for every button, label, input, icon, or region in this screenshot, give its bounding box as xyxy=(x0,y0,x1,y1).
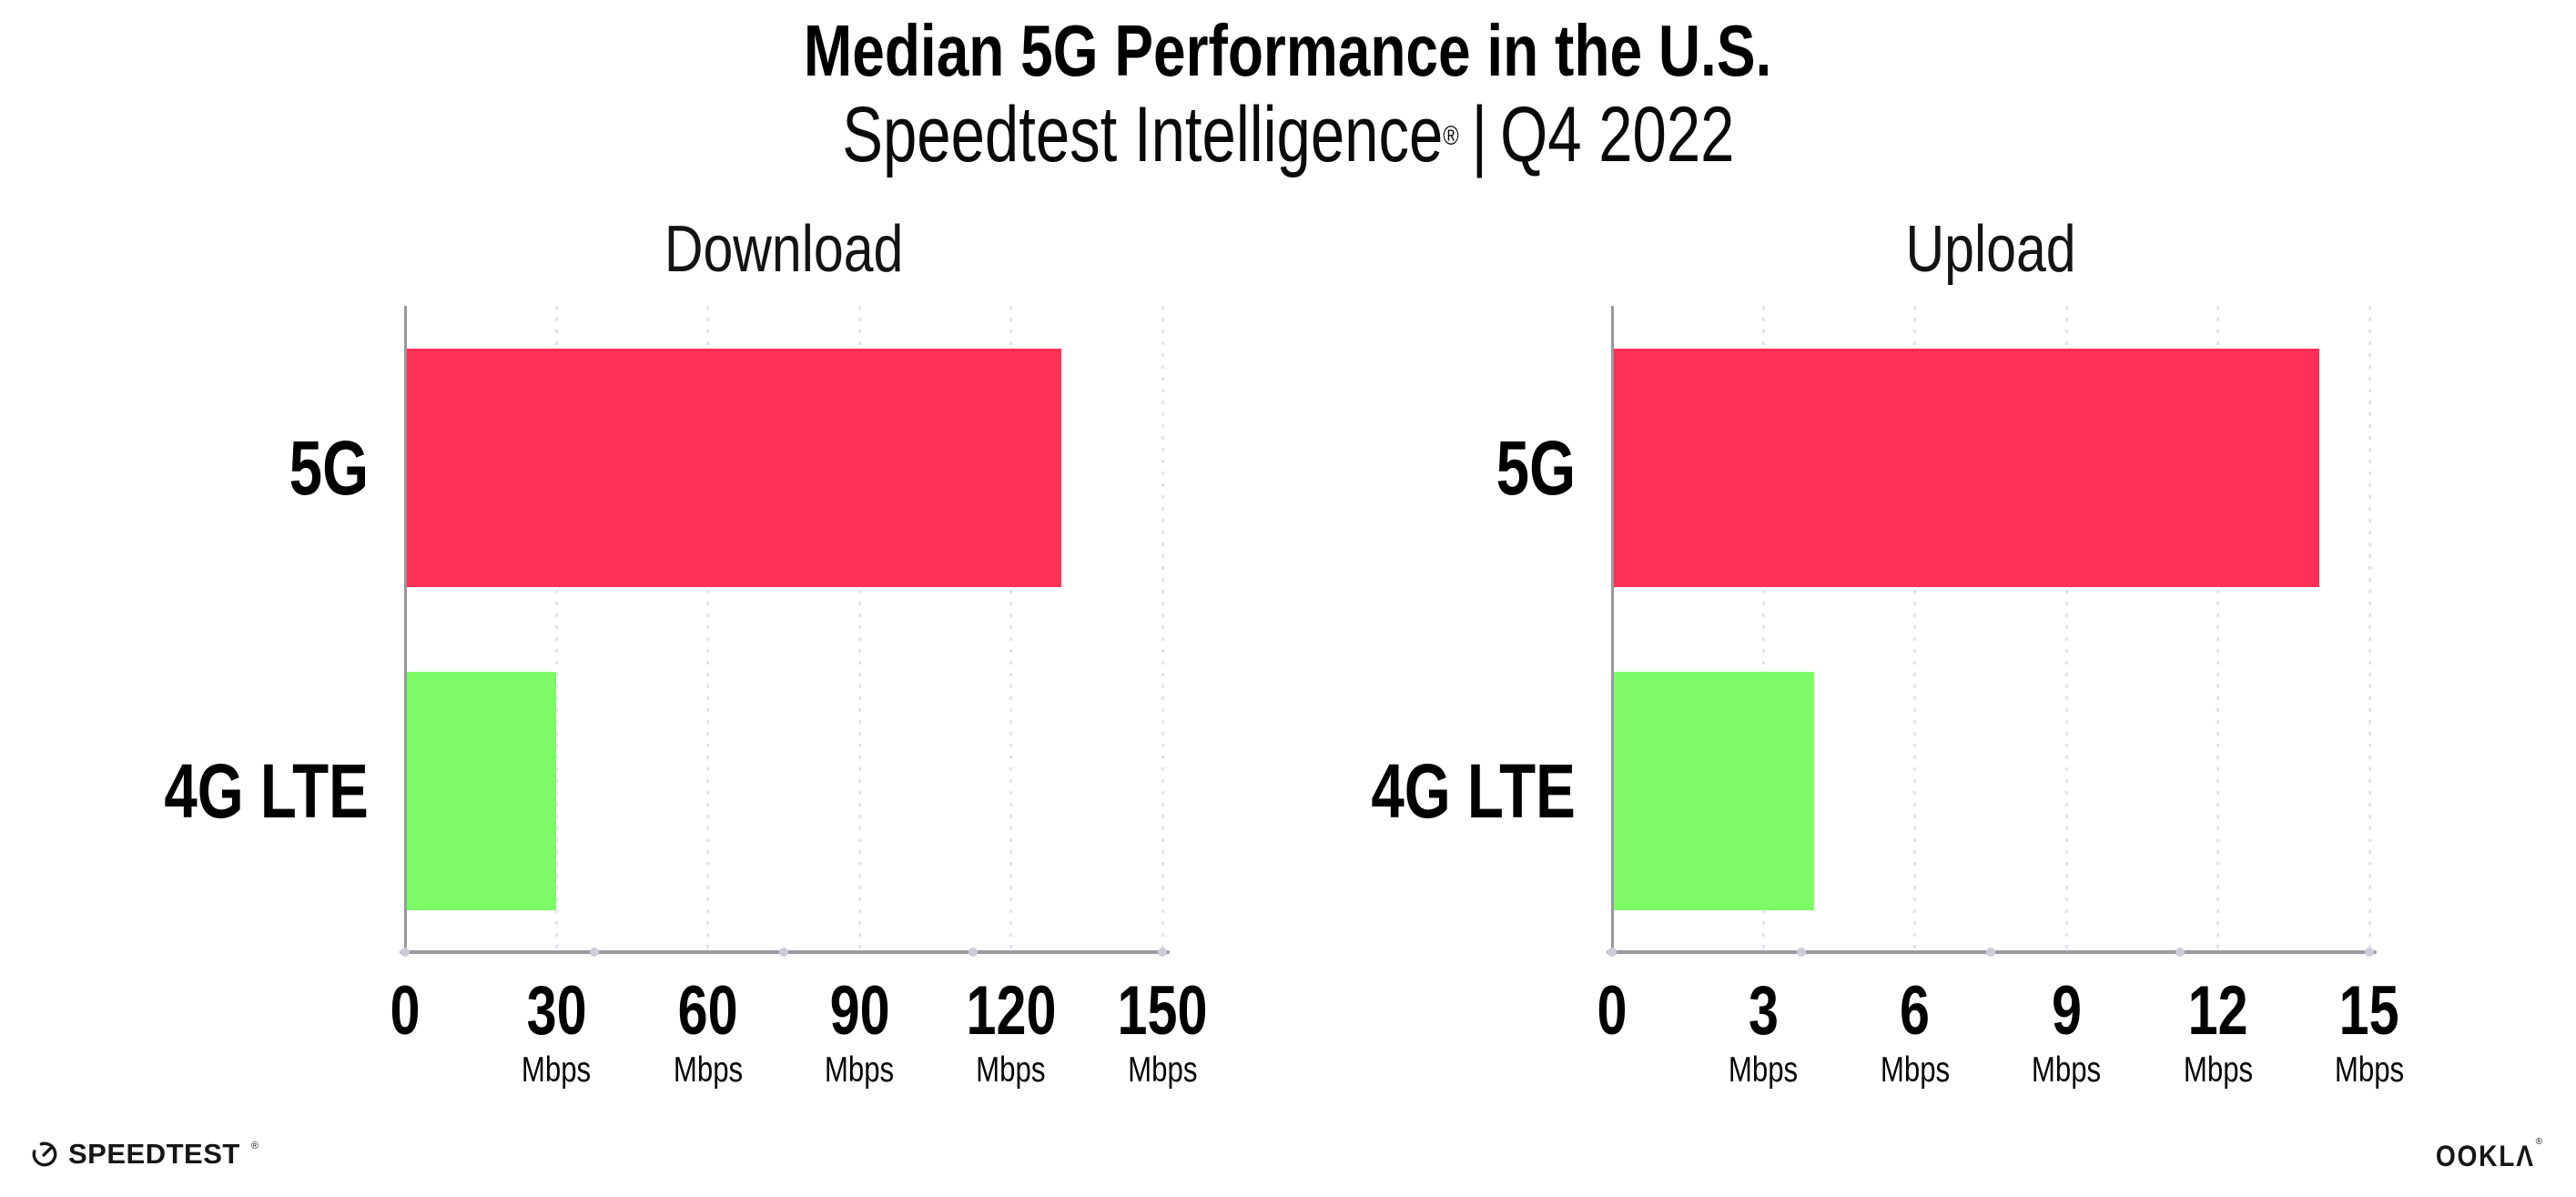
axis-marker-dot xyxy=(779,948,788,957)
category-label-4g-lte: 4G LTE xyxy=(1230,672,1576,910)
x-tick-150: 150 Mbps xyxy=(1105,976,1221,1090)
upload-y-axis-line xyxy=(1611,306,1614,952)
gridline-6 xyxy=(1913,306,1917,952)
download-bar-4g-lte xyxy=(405,672,557,910)
upload-chart: Upload 5G 4G LTE 0 3 Mbps 6 Mbps 9 Mbps 12 Mbps 15… xyxy=(1372,215,2405,1090)
x-tick-value: 30 xyxy=(526,972,587,1050)
speedtest-logo: SPEEDTEST ® xyxy=(31,1138,259,1171)
x-tick-unit: Mbps xyxy=(2183,1050,2253,1090)
page-title-text: Median 5G Performance in the U.S. xyxy=(804,10,1772,91)
x-tick-0: 0 xyxy=(386,976,424,1047)
x-tick-30: 30 Mbps xyxy=(513,976,600,1090)
gridline-3 xyxy=(1761,306,1765,952)
axis-marker-dot xyxy=(1986,948,1995,957)
x-tick-value: 120 xyxy=(966,972,1057,1050)
category-label-4g-lte: 4G LTE xyxy=(23,672,369,910)
download-chart-title: Download xyxy=(405,215,1162,284)
page-subtitle: Speedtest Intelligence® | Q4 2022 xyxy=(0,91,2576,178)
gridline-120 xyxy=(1009,306,1013,952)
gridline-12 xyxy=(2216,306,2220,952)
x-tick-unit: Mbps xyxy=(825,1050,895,1090)
download-chart: Download 5G 4G LTE 0 30 Mbps 60 Mbps 90 Mbps 120… xyxy=(165,215,1208,1090)
x-tick-120: 120 Mbps xyxy=(953,976,1069,1090)
x-tick-value: 9 xyxy=(2051,972,2082,1050)
subtitle-separator: | xyxy=(1471,91,1487,178)
x-tick-6: 6 Mbps xyxy=(1871,976,1958,1090)
x-tick-value: 90 xyxy=(829,972,890,1050)
axis-marker-dot xyxy=(401,948,410,957)
x-tick-60: 60 Mbps xyxy=(664,976,751,1090)
x-tick-3: 3 Mbps xyxy=(1720,976,1807,1090)
upload-bar-5g xyxy=(1612,349,2319,587)
download-bar-5g xyxy=(405,349,1062,587)
x-tick-value: 12 xyxy=(2187,972,2248,1050)
gridline-9 xyxy=(2064,306,2068,952)
page-title: Median 5G Performance in the U.S. xyxy=(0,11,2576,91)
category-label-text: 4G LTE xyxy=(1371,747,1576,834)
upload-category-labels: 5G 4G LTE xyxy=(1230,306,1576,952)
x-tick-unit: Mbps xyxy=(673,1050,743,1090)
x-tick-unit: Mbps xyxy=(1880,1050,1950,1090)
subtitle-period: Q4 2022 xyxy=(1499,91,1735,178)
x-tick-90: 90 Mbps xyxy=(816,976,903,1090)
speedtest-gauge-icon xyxy=(32,1141,57,1167)
x-tick-value: 0 xyxy=(1597,972,1628,1050)
download-chart-title-text: Download xyxy=(664,213,904,286)
upload-chart-title: Upload xyxy=(1612,215,2369,284)
download-y-axis-line xyxy=(404,306,407,952)
axis-marker-dot xyxy=(1797,948,1806,957)
x-tick-unit: Mbps xyxy=(976,1050,1046,1090)
x-tick-value: 6 xyxy=(1900,972,1931,1050)
download-x-axis-ticks: 0 30 Mbps 60 Mbps 90 Mbps 120 Mbps 150 Mbps xyxy=(390,976,1208,1140)
gridline-60 xyxy=(706,306,710,952)
gridline-150 xyxy=(1161,306,1164,952)
x-tick-12: 12 Mbps xyxy=(2175,976,2261,1090)
axis-marker-dot xyxy=(1158,948,1167,957)
x-tick-unit: Mbps xyxy=(522,1050,592,1090)
x-tick-value: 150 xyxy=(1117,972,1208,1050)
axis-marker-dot xyxy=(590,948,599,957)
subtitle-brand: Speedtest Intelligence xyxy=(841,91,1443,178)
axis-marker-dot xyxy=(1607,948,1617,957)
ookla-logo-text: OOKLΛ xyxy=(2435,1140,2535,1172)
upload-bar-4g-lte xyxy=(1612,672,1814,910)
x-tick-value: 60 xyxy=(677,972,738,1050)
axis-marker-dot xyxy=(2175,948,2185,957)
upload-plot-area xyxy=(1607,306,2377,957)
x-tick-unit: Mbps xyxy=(2032,1050,2102,1090)
x-tick-value: 0 xyxy=(390,972,421,1050)
category-label-text: 4G LTE xyxy=(164,747,369,834)
category-label-5g: 5G xyxy=(23,349,369,587)
upload-x-axis-ticks: 0 3 Mbps 6 Mbps 9 Mbps 12 Mbps 15 Mbps xyxy=(1597,976,2405,1140)
gridline-90 xyxy=(857,306,861,952)
download-plot-area xyxy=(400,306,1170,957)
x-tick-9: 9 Mbps xyxy=(2023,976,2110,1090)
registered-trademark-icon: ® xyxy=(1442,121,1459,151)
upload-chart-title-text: Upload xyxy=(1905,213,2076,286)
x-tick-15: 15 Mbps xyxy=(2326,976,2412,1090)
x-tick-unit: Mbps xyxy=(1127,1050,1198,1090)
speedtest-logo-text: SPEEDTEST xyxy=(68,1138,240,1170)
x-tick-unit: Mbps xyxy=(2334,1050,2405,1090)
x-tick-unit: Mbps xyxy=(1729,1050,1799,1090)
gridline-15 xyxy=(2368,306,2371,952)
x-tick-value: 3 xyxy=(1748,972,1779,1050)
category-label-text: 5G xyxy=(1496,424,1576,511)
page-subtitle-text: Speedtest Intelligence® | Q4 2022 xyxy=(842,91,1734,178)
x-tick-0: 0 xyxy=(1593,976,1631,1047)
x-tick-value: 15 xyxy=(2339,972,2399,1050)
category-label-text: 5G xyxy=(289,424,369,511)
category-label-5g: 5G xyxy=(1230,349,1576,587)
axis-marker-dot xyxy=(2365,948,2374,957)
gridline-30 xyxy=(554,306,558,952)
axis-marker-dot xyxy=(969,948,978,957)
speedtest-registered-mark: ® xyxy=(250,1141,259,1151)
download-category-labels: 5G 4G LTE xyxy=(23,306,369,952)
ookla-logo: OOKLΛ® xyxy=(2422,1137,2544,1173)
ookla-registered-mark: ® xyxy=(2535,1137,2544,1148)
